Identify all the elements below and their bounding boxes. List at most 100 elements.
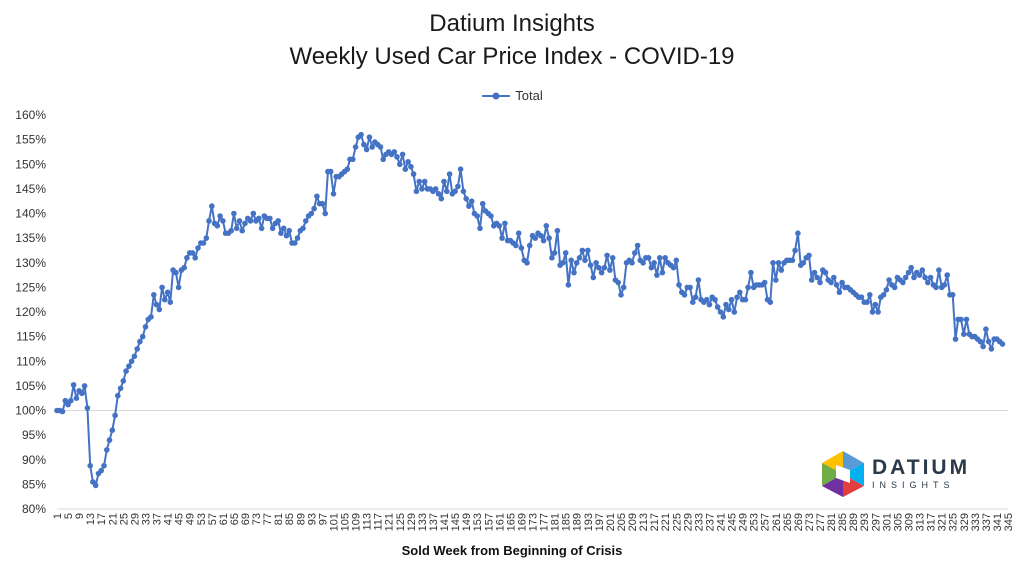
data-point [258, 225, 265, 232]
data-point [112, 412, 118, 419]
data-point [811, 269, 818, 276]
data-point [344, 166, 351, 172]
data-point [463, 195, 470, 202]
data-point [604, 252, 610, 259]
data-point [831, 274, 837, 281]
data-point [209, 203, 215, 209]
x-tick-label: 157 [483, 513, 495, 531]
data-point [607, 267, 613, 273]
x-tick-label: 285 [837, 513, 849, 531]
data-point [128, 358, 135, 365]
x-tick-label: 233 [693, 513, 705, 531]
data-point [999, 341, 1006, 347]
data-point [670, 264, 677, 271]
data-point [457, 166, 464, 172]
data-point [828, 279, 834, 286]
x-tick-label: 177 [539, 513, 551, 531]
data-point [720, 314, 727, 320]
data-point [173, 269, 179, 276]
x-tick-label: 165 [505, 513, 517, 531]
y-tick-label: 80% [22, 502, 46, 516]
x-tick-label: 301 [881, 513, 893, 531]
x-tick-label: 277 [815, 513, 827, 531]
data-point [822, 269, 829, 276]
data-point [319, 200, 326, 207]
data-point [609, 254, 616, 261]
data-point [933, 284, 939, 291]
x-tick-label: 269 [793, 513, 805, 531]
data-point [408, 163, 414, 170]
data-point [988, 346, 995, 352]
y-tick-label: 110% [16, 354, 46, 368]
x-tick-label: 225 [671, 513, 683, 531]
data-point [568, 257, 574, 264]
data-point [441, 178, 447, 185]
x-tick-label: 89 [295, 513, 307, 525]
data-point [922, 274, 928, 281]
x-tick-label: 97 [317, 513, 329, 525]
data-point [941, 282, 948, 288]
data-point [773, 277, 779, 283]
data-point [350, 156, 356, 163]
data-point [839, 279, 845, 286]
data-point [358, 131, 364, 138]
data-point [308, 210, 315, 217]
data-point [673, 257, 680, 264]
data-point [206, 218, 212, 224]
data-point [419, 186, 425, 192]
data-point [416, 178, 423, 185]
data-point [546, 235, 552, 241]
data-point [139, 333, 146, 340]
x-tick-label: 253 [749, 513, 761, 531]
data-point [311, 205, 317, 212]
x-tick-label: 281 [826, 513, 838, 531]
data-point [632, 250, 638, 256]
data-point [81, 383, 88, 389]
data-point [65, 401, 71, 408]
legend-label: Total [515, 88, 543, 103]
data-point [391, 149, 398, 155]
data-point [175, 284, 182, 291]
data-point [236, 218, 243, 224]
x-tick-label: 17 [96, 513, 108, 525]
x-tick-label: 161 [494, 513, 506, 531]
data-point [908, 264, 914, 271]
x-tick-label: 53 [196, 513, 208, 525]
y-tick-label: 95% [22, 428, 46, 442]
data-point [582, 257, 588, 264]
data-point [446, 171, 453, 177]
y-tick-label: 120% [15, 305, 46, 319]
x-tick-label: 49 [185, 513, 197, 525]
data-point [314, 193, 320, 200]
data-point [513, 242, 519, 249]
data-point [162, 296, 168, 303]
data-point [554, 227, 561, 234]
data-point [59, 408, 66, 415]
x-tick-label: 337 [981, 513, 993, 531]
data-point [526, 242, 533, 249]
x-tick-label: 185 [561, 513, 573, 531]
data-point [654, 272, 660, 278]
x-tick-label: 1 [52, 513, 64, 519]
data-point [250, 210, 257, 217]
data-point [814, 274, 820, 281]
data-point [775, 260, 782, 266]
data-point [397, 161, 403, 168]
data-point [792, 247, 798, 254]
data-point [380, 156, 387, 163]
data-point [618, 292, 624, 298]
data-point [327, 168, 334, 175]
data-point [399, 151, 406, 158]
data-point [800, 260, 807, 266]
x-tick-label: 237 [704, 513, 716, 531]
data-point [153, 301, 160, 308]
data-point [73, 395, 80, 402]
data-point [648, 264, 655, 271]
x-tick-label: 265 [782, 513, 794, 531]
data-point [499, 235, 505, 241]
x-tick-label: 77 [262, 513, 274, 525]
data-point [192, 254, 198, 261]
data-point [104, 447, 110, 453]
data-point [712, 296, 718, 303]
x-tick-label: 153 [472, 513, 484, 531]
